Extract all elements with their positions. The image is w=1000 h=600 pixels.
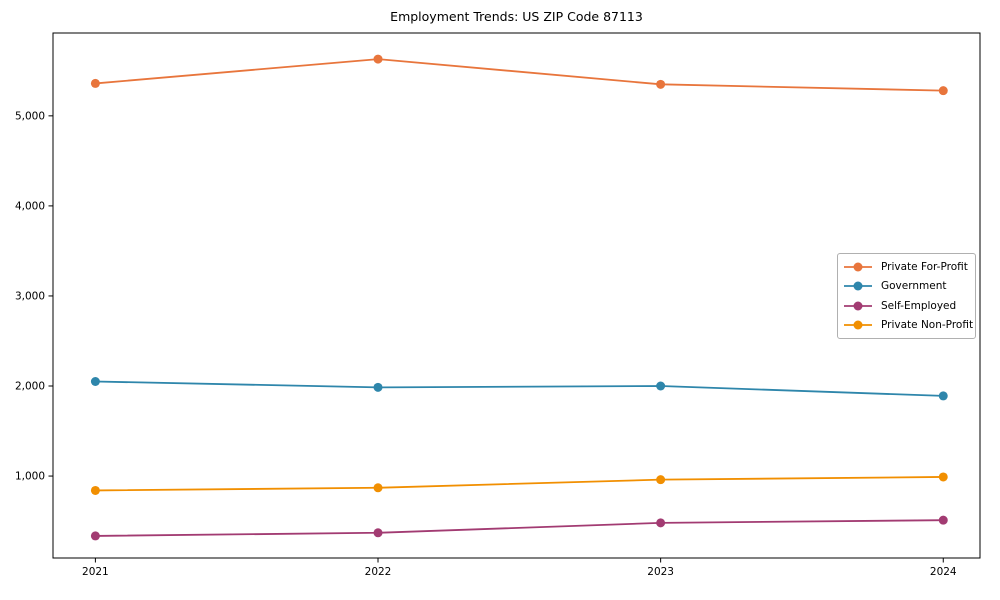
x-axis-tick-label: 2023 xyxy=(647,566,674,578)
data-point-government-2024 xyxy=(938,391,948,401)
legend-dot-icon xyxy=(853,301,863,311)
legend-marker-icon xyxy=(844,320,872,330)
data-point-private-for-profit-2021 xyxy=(90,78,100,88)
y-axis-tick-label: 1,000 xyxy=(15,471,45,483)
legend-entry-private-for-profit: Private For-Profit xyxy=(843,257,970,276)
data-point-self-employed-2024 xyxy=(938,515,948,525)
series-line-government xyxy=(95,380,944,397)
chart-title: Employment Trends: US ZIP Code 87113 xyxy=(390,9,643,24)
series-line-private-for-profit xyxy=(95,58,944,92)
y-axis-tick-label: 5,000 xyxy=(15,110,45,122)
legend-marker-icon xyxy=(844,262,872,272)
legend-entry-self-employed: Self-Employed xyxy=(843,296,970,315)
data-point-government-2021 xyxy=(90,376,100,386)
data-point-private-non-profit-2023 xyxy=(656,475,666,485)
data-point-private-for-profit-2023 xyxy=(656,79,666,89)
data-point-government-2023 xyxy=(656,381,666,391)
legend-label: Self-Employed xyxy=(881,299,957,312)
data-point-self-employed-2021 xyxy=(90,531,100,541)
y-axis-tick-label: 4,000 xyxy=(15,200,45,212)
plot-border xyxy=(52,32,981,559)
data-point-private-for-profit-2024 xyxy=(938,86,948,96)
legend-label: Private Non-Profit xyxy=(881,319,974,332)
legend-marker-icon xyxy=(844,281,872,291)
data-point-government-2022 xyxy=(373,382,383,392)
y-axis-tick-label: 2,000 xyxy=(15,381,45,393)
data-point-self-employed-2023 xyxy=(656,518,666,528)
data-point-private-non-profit-2021 xyxy=(90,485,100,495)
legend-label: Government xyxy=(881,280,947,293)
legend-dot-icon xyxy=(853,281,863,291)
data-point-private-non-profit-2022 xyxy=(373,483,383,493)
chart-legend: Private For-Profit Government Self-Employe… xyxy=(837,253,976,339)
legend-label: Private For-Profit xyxy=(881,260,968,273)
legend-entry-government: Government xyxy=(843,277,970,296)
data-point-self-employed-2022 xyxy=(373,528,383,538)
legend-dot-icon xyxy=(853,262,863,272)
data-point-private-non-profit-2024 xyxy=(938,472,948,482)
x-axis-tick-label: 2024 xyxy=(930,566,957,578)
legend-dot-icon xyxy=(853,320,863,330)
y-axis-tick-label: 3,000 xyxy=(15,290,45,302)
series-line-private-non-profit xyxy=(95,476,944,492)
series-line-self-employed xyxy=(95,519,944,537)
x-axis-tick-label: 2021 xyxy=(82,566,109,578)
legend-marker-icon xyxy=(844,301,872,311)
x-axis-tick-label: 2022 xyxy=(365,566,392,578)
legend-entry-private-non-profit: Private Non-Profit xyxy=(843,316,974,335)
data-point-private-for-profit-2022 xyxy=(373,54,383,64)
